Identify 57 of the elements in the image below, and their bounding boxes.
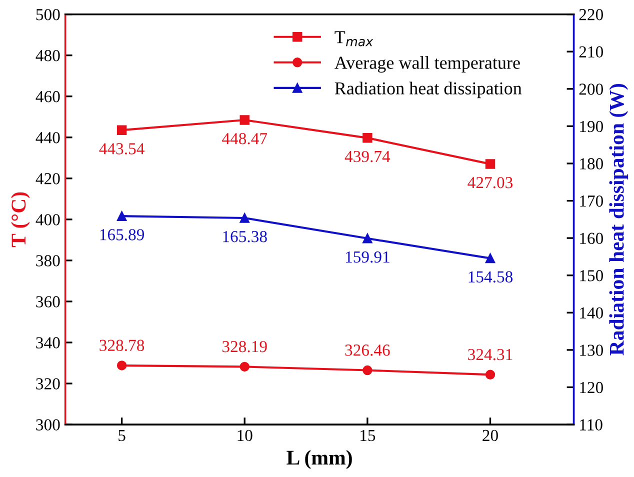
y-tick-label: 460	[36, 91, 60, 102]
point	[240, 362, 250, 372]
y2-tick-label: 200	[579, 84, 603, 95]
legend-label: Radiation heat dissipation	[334, 82, 522, 98]
point	[240, 115, 250, 125]
y2-tick-label: 210	[579, 46, 603, 58]
y2-tick-label: 140	[580, 307, 603, 319]
point	[116, 125, 127, 135]
y2-tick-label: 110	[580, 419, 602, 430]
x-axis-title: L (mm)	[286, 450, 352, 469]
y-tick-label: 300	[36, 419, 60, 430]
x-tick-label: 5	[118, 430, 126, 442]
y2-tick-label: 190	[580, 120, 603, 132]
y-tick-label: 500	[36, 9, 60, 20]
x-tick-label: 15	[360, 430, 376, 442]
point	[485, 253, 496, 264]
y2-tick-label: 130	[580, 344, 603, 356]
data-label: 326.46	[345, 344, 390, 356]
y2-tick-label: 120	[580, 382, 603, 394]
y-tick-label: 320	[36, 378, 60, 390]
data-label: 165.89	[100, 229, 144, 240]
y-tick-label: 360	[36, 296, 60, 308]
data-label: 427.03	[468, 176, 513, 188]
point	[116, 211, 127, 221]
data-label: 165.38	[223, 230, 267, 242]
data-label: 443.54	[99, 143, 144, 154]
point	[362, 133, 372, 143]
point	[485, 370, 496, 380]
y-tick-label: 340	[36, 337, 60, 348]
y-tick-label: 380	[36, 255, 60, 266]
y-tick-label: 400	[36, 214, 60, 226]
point	[362, 365, 372, 376]
data-label: 328.78	[100, 340, 144, 352]
y2-tick-label: 220	[579, 9, 603, 20]
point	[240, 213, 250, 223]
y2-tick-label: 180	[580, 158, 603, 170]
data-label: 159.91	[346, 251, 390, 263]
y2-axis-title: Radiation heat dissipation (W)	[609, 84, 628, 356]
legend-label: T$_{max}$	[334, 31, 374, 46]
data-label: 439.74	[344, 150, 390, 162]
point	[362, 234, 372, 244]
y2-tick-label: 160	[580, 232, 603, 244]
point	[116, 360, 127, 370]
data-label: 154.58	[468, 271, 513, 283]
y-tick-label: 480	[36, 50, 60, 62]
x-tick-label: 20	[482, 430, 498, 442]
y2-tick-label: 170	[580, 195, 603, 207]
data-label: 448.47	[222, 132, 268, 144]
data-label: 328.19	[222, 340, 267, 352]
y-tick-label: 420	[36, 173, 60, 184]
legend-label: Average wall temperature	[334, 56, 520, 73]
y2-tick-label: 150	[580, 270, 603, 282]
y-axis-title: T (°C)	[10, 192, 30, 248]
x-tick-label: 10	[238, 430, 252, 442]
data-label: 324.31	[468, 348, 512, 360]
point	[485, 159, 496, 169]
y-tick-label: 440	[36, 132, 60, 144]
